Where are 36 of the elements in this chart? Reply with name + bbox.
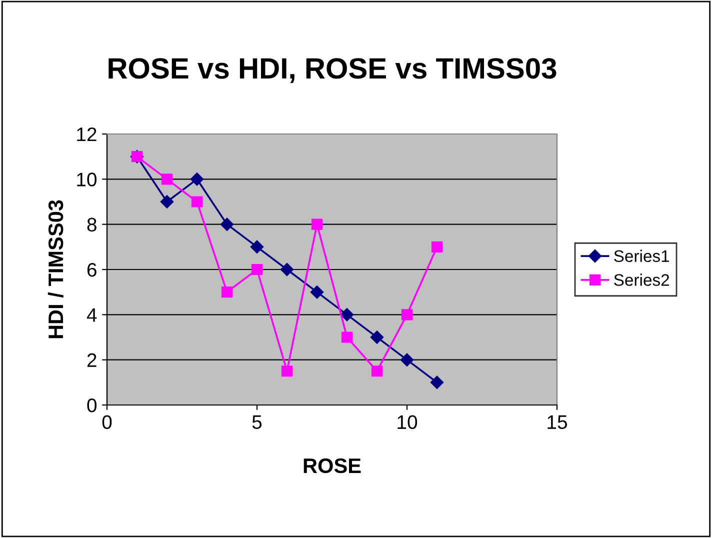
point — [160, 195, 174, 208]
chart-title: ROSE vs HDI, ROSE vs TIMSS03 — [108, 58, 556, 83]
point — [371, 366, 383, 377]
point — [221, 286, 233, 298]
point — [311, 218, 323, 230]
point — [191, 196, 203, 208]
point — [400, 353, 414, 366]
x-tick-label: 0 — [102, 415, 112, 430]
point — [250, 240, 264, 254]
point — [220, 218, 234, 231]
point — [340, 308, 354, 322]
y-tick-label: 2 — [87, 353, 96, 367]
y-tick-label: 4 — [86, 308, 97, 322]
point — [281, 366, 293, 377]
point — [161, 174, 173, 185]
legend-label: Series2 — [614, 274, 670, 286]
point — [341, 332, 353, 343]
point — [310, 285, 324, 299]
legend-label: Series1 — [614, 250, 670, 262]
point — [370, 330, 384, 344]
point — [401, 309, 413, 320]
x-tick-label: 5 — [252, 415, 262, 430]
x-axis-title: ROSE — [304, 458, 361, 474]
y-tick-label: 8 — [87, 218, 96, 232]
x-tick-label: 10 — [398, 415, 418, 430]
y-axis-title: HDI / TIMSS03 — [48, 200, 64, 338]
point — [251, 264, 263, 276]
point — [430, 376, 444, 390]
y-tick-label: 12 — [77, 127, 96, 142]
point — [280, 262, 294, 276]
y-tick-label: 10 — [77, 172, 97, 186]
y-tick-label: 6 — [87, 262, 96, 277]
point — [431, 241, 443, 252]
y-tick-label: 0 — [87, 398, 97, 412]
point — [190, 172, 204, 186]
x-tick-label: 15 — [548, 415, 567, 430]
